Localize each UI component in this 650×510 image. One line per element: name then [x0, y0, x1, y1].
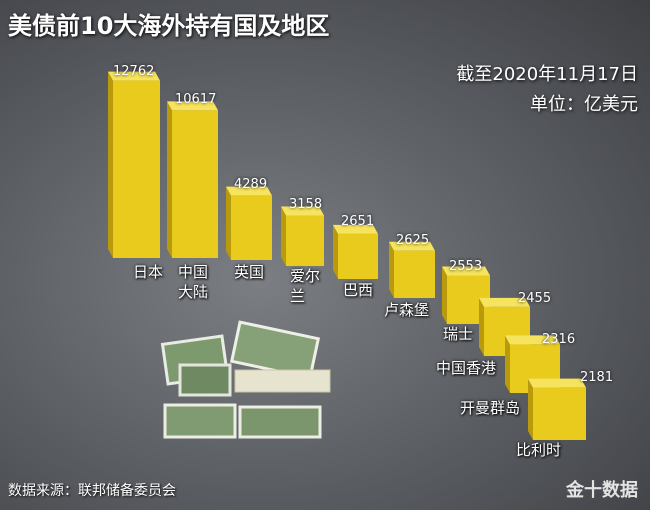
bar-top: [108, 71, 160, 81]
bar-top: [167, 101, 218, 111]
bar-side: [167, 101, 172, 258]
category-label: 日本: [133, 263, 164, 281]
bar-side: [333, 224, 338, 279]
bar-side: [226, 186, 231, 260]
bar: [394, 250, 435, 298]
bar: [338, 233, 378, 279]
bar-side: [528, 378, 533, 440]
subtitle: 截至2020年11月17日: [456, 64, 638, 85]
chart-title: 美债前10大海外持有国及地区: [8, 12, 330, 40]
unit-label: 单位：亿美元: [530, 94, 638, 115]
category-label: 巴西: [343, 281, 374, 299]
category-label: 爱尔兰: [290, 267, 321, 305]
value-label: 2553: [449, 259, 483, 274]
bar: [231, 195, 272, 260]
category-label: 瑞士: [443, 325, 474, 343]
bar-top: [226, 186, 272, 196]
value-label: 3158: [289, 197, 323, 212]
category-label: 中国香港: [436, 359, 497, 377]
value-label: 4289: [234, 177, 268, 192]
bar: [172, 110, 218, 258]
bar-top: [528, 378, 586, 388]
bar-top: [505, 335, 560, 345]
bar-side: [442, 266, 447, 324]
bar-top: [389, 241, 435, 251]
bar-top: [281, 206, 324, 216]
category-label: 中国大陆: [178, 263, 209, 301]
value-label: 10617: [175, 92, 217, 107]
bar-side: [479, 297, 484, 356]
money-stacks: [160, 320, 331, 439]
value-label: 12762: [113, 64, 155, 79]
category-label: 比利时: [516, 441, 562, 459]
category-label: 开曼群岛: [460, 399, 521, 417]
value-label: 2181: [580, 370, 614, 385]
bar-side: [505, 335, 510, 393]
source-note: 数据来源：联邦储备委员会: [8, 483, 176, 499]
value-label: 2651: [341, 214, 375, 229]
bar: [533, 387, 586, 440]
bar: [113, 80, 160, 258]
bar-top: [333, 224, 378, 234]
category-label: 英国: [234, 263, 265, 281]
bar-side: [108, 71, 113, 258]
value-label: 2455: [518, 291, 552, 306]
brand-logo: 金十数据: [566, 480, 638, 501]
bar-side: [389, 241, 394, 298]
bar-top: [479, 297, 530, 307]
value-label: 2625: [396, 233, 430, 248]
bar-side: [281, 206, 286, 266]
category-label: 卢森堡: [384, 301, 430, 319]
value-label: 2316: [542, 332, 576, 347]
bar-top: [442, 266, 490, 276]
bar: [286, 215, 324, 266]
